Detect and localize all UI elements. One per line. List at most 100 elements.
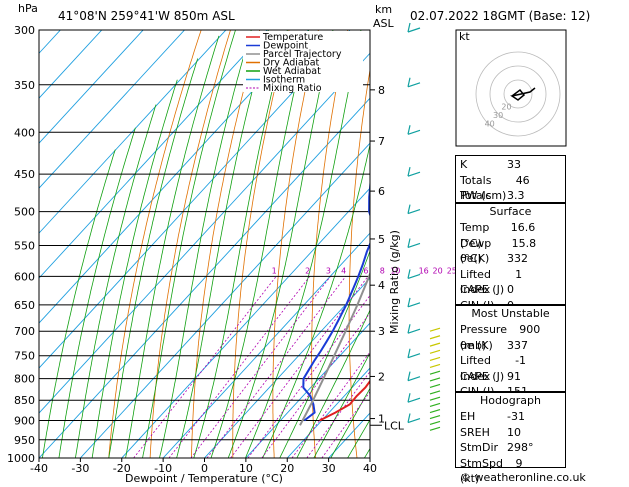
km-tick-label: 5 bbox=[378, 233, 385, 246]
hodograph-ring bbox=[489, 65, 547, 123]
mixing-ratio-label: 3 bbox=[326, 266, 331, 275]
mixing-ratio-label: 25 bbox=[447, 266, 457, 275]
wind-barb bbox=[429, 356, 441, 362]
index-key: PW (cm) bbox=[460, 189, 507, 202]
pressure-tick-label: 1000 bbox=[7, 452, 35, 465]
isotherm-line bbox=[286, 367, 370, 458]
index-value: 298° bbox=[507, 441, 534, 454]
km-tick-label: 6 bbox=[378, 185, 385, 198]
asl-label: ASL bbox=[373, 17, 394, 30]
wet-adiabat-line bbox=[41, 149, 116, 458]
wet-adiabat-line bbox=[91, 79, 178, 458]
parcel-trajectory-profile bbox=[299, 271, 370, 426]
pressure-tick-label: 500 bbox=[14, 206, 35, 219]
wind-barb bbox=[407, 376, 421, 382]
index-key: EH bbox=[460, 410, 476, 423]
mixing-ratio-label: 6 bbox=[363, 266, 368, 275]
dry-adiabat-line bbox=[582, 0, 629, 475]
index-value: 332 bbox=[507, 252, 528, 265]
temp-tick-label: 40 bbox=[363, 462, 377, 475]
mixing-ratio-label: 16 bbox=[419, 266, 429, 275]
pressure-tick-label: 750 bbox=[14, 350, 35, 363]
isotherm-line bbox=[245, 322, 370, 458]
wind-barb bbox=[429, 402, 441, 408]
most-unstable-title: Most Unstable bbox=[471, 307, 550, 320]
index-value: 33 bbox=[507, 158, 521, 171]
wet-adiabat-line bbox=[74, 104, 157, 458]
temp-tick-label: 30 bbox=[322, 462, 336, 475]
temp-tick-label: -10 bbox=[154, 462, 172, 475]
index-value: 10 bbox=[507, 425, 521, 439]
pressure-tick-label: 950 bbox=[14, 434, 35, 447]
surface-title: Surface bbox=[489, 205, 532, 218]
index-value: 16.6 bbox=[510, 221, 536, 234]
temp-tick-label: -30 bbox=[71, 462, 89, 475]
index-value: 3.3 bbox=[507, 189, 525, 202]
pressure-tick-label: 450 bbox=[14, 168, 35, 181]
wind-barb-feather bbox=[407, 238, 411, 248]
wind-barb bbox=[429, 335, 441, 340]
index-key: CAPE (J) bbox=[460, 283, 505, 296]
wind-barb-feather bbox=[407, 393, 411, 403]
wind-barb-feather bbox=[407, 371, 411, 381]
km-tick-label: 2 bbox=[378, 370, 385, 383]
index-key: θe(K) bbox=[460, 252, 490, 265]
index-value: -31 bbox=[507, 410, 525, 423]
wind-barb bbox=[429, 390, 441, 395]
index-row: StmDir 298° bbox=[456, 440, 565, 456]
wind-barb bbox=[407, 242, 421, 249]
temp-tick-label: 10 bbox=[239, 462, 253, 475]
index-row: Totals Totals 46 bbox=[456, 173, 565, 203]
location-title: 41°08'N 259°41'W 850m ASL bbox=[58, 9, 235, 23]
wind-barb bbox=[429, 396, 441, 401]
wind-barb-feather bbox=[407, 413, 411, 423]
temp-tick-label: 0 bbox=[201, 462, 208, 475]
dry-adiabat-line bbox=[421, 0, 447, 475]
index-key: StmSpd (kt) bbox=[460, 456, 503, 486]
index-row: CAPE (J) 0 bbox=[456, 282, 565, 298]
mixing-ratio-label: 10 bbox=[390, 266, 400, 275]
wind-barb bbox=[429, 426, 441, 431]
wind-barb bbox=[407, 27, 421, 33]
wind-barb bbox=[407, 171, 421, 177]
mixing-ratio-label: 4 bbox=[341, 266, 346, 275]
wet-adiabat-line bbox=[58, 127, 136, 458]
index-row: EH -31 bbox=[456, 409, 565, 425]
legend-item-label: Temperature bbox=[262, 32, 323, 43]
isotherm-line bbox=[121, 187, 370, 458]
index-row: K 33 bbox=[456, 157, 565, 173]
wind-barb-feather bbox=[407, 22, 411, 33]
hodograph-table-title: Hodograph bbox=[480, 394, 541, 407]
index-value: 91 bbox=[507, 369, 521, 383]
wind-barb bbox=[407, 328, 421, 334]
datetime-title: 02.07.2022 18GMT (Base: 12) bbox=[410, 9, 591, 23]
hodograph-unit-label: kt bbox=[459, 30, 470, 43]
wind-barb bbox=[407, 273, 421, 279]
mixing-ratio-label: 20 bbox=[433, 266, 443, 275]
legend-item-label: Parcel Trajectory bbox=[263, 49, 342, 60]
isotherm-line bbox=[162, 232, 370, 458]
most-unstable-panel: Most Unstable Pressure (mb) 900 θe (K) 337 L… bbox=[455, 305, 566, 398]
hpa-label: hPa bbox=[18, 2, 38, 15]
wind-barb bbox=[429, 342, 441, 347]
temp-tick-label: 20 bbox=[280, 462, 294, 475]
index-row: SREH 10 bbox=[456, 425, 565, 441]
index-row: CAPE (J) 91 bbox=[456, 369, 565, 385]
index-row: PW (cm) 3.3 bbox=[456, 188, 565, 204]
km-tick-label: 8 bbox=[378, 84, 385, 97]
wet-adiabat-line bbox=[330, 387, 370, 458]
wind-barb bbox=[429, 414, 441, 420]
temp-tick-label: -20 bbox=[113, 462, 131, 475]
wind-barb-feather bbox=[407, 324, 411, 334]
pressure-tick-label: 650 bbox=[14, 299, 35, 312]
index-value: 0 bbox=[507, 283, 514, 296]
legend-item-label: Mixing Ratio bbox=[263, 83, 322, 94]
legend-item-label: Isotherm bbox=[263, 75, 305, 86]
mixing-ratio-axis-label: Mixing Ratio (g/kg) bbox=[388, 230, 401, 334]
isotherm-line bbox=[39, 30, 103, 99]
km-tick-label: 7 bbox=[378, 135, 385, 148]
temp-tick-label: -40 bbox=[30, 462, 48, 475]
wind-barb bbox=[407, 82, 421, 88]
wind-barb-feather bbox=[407, 204, 411, 214]
